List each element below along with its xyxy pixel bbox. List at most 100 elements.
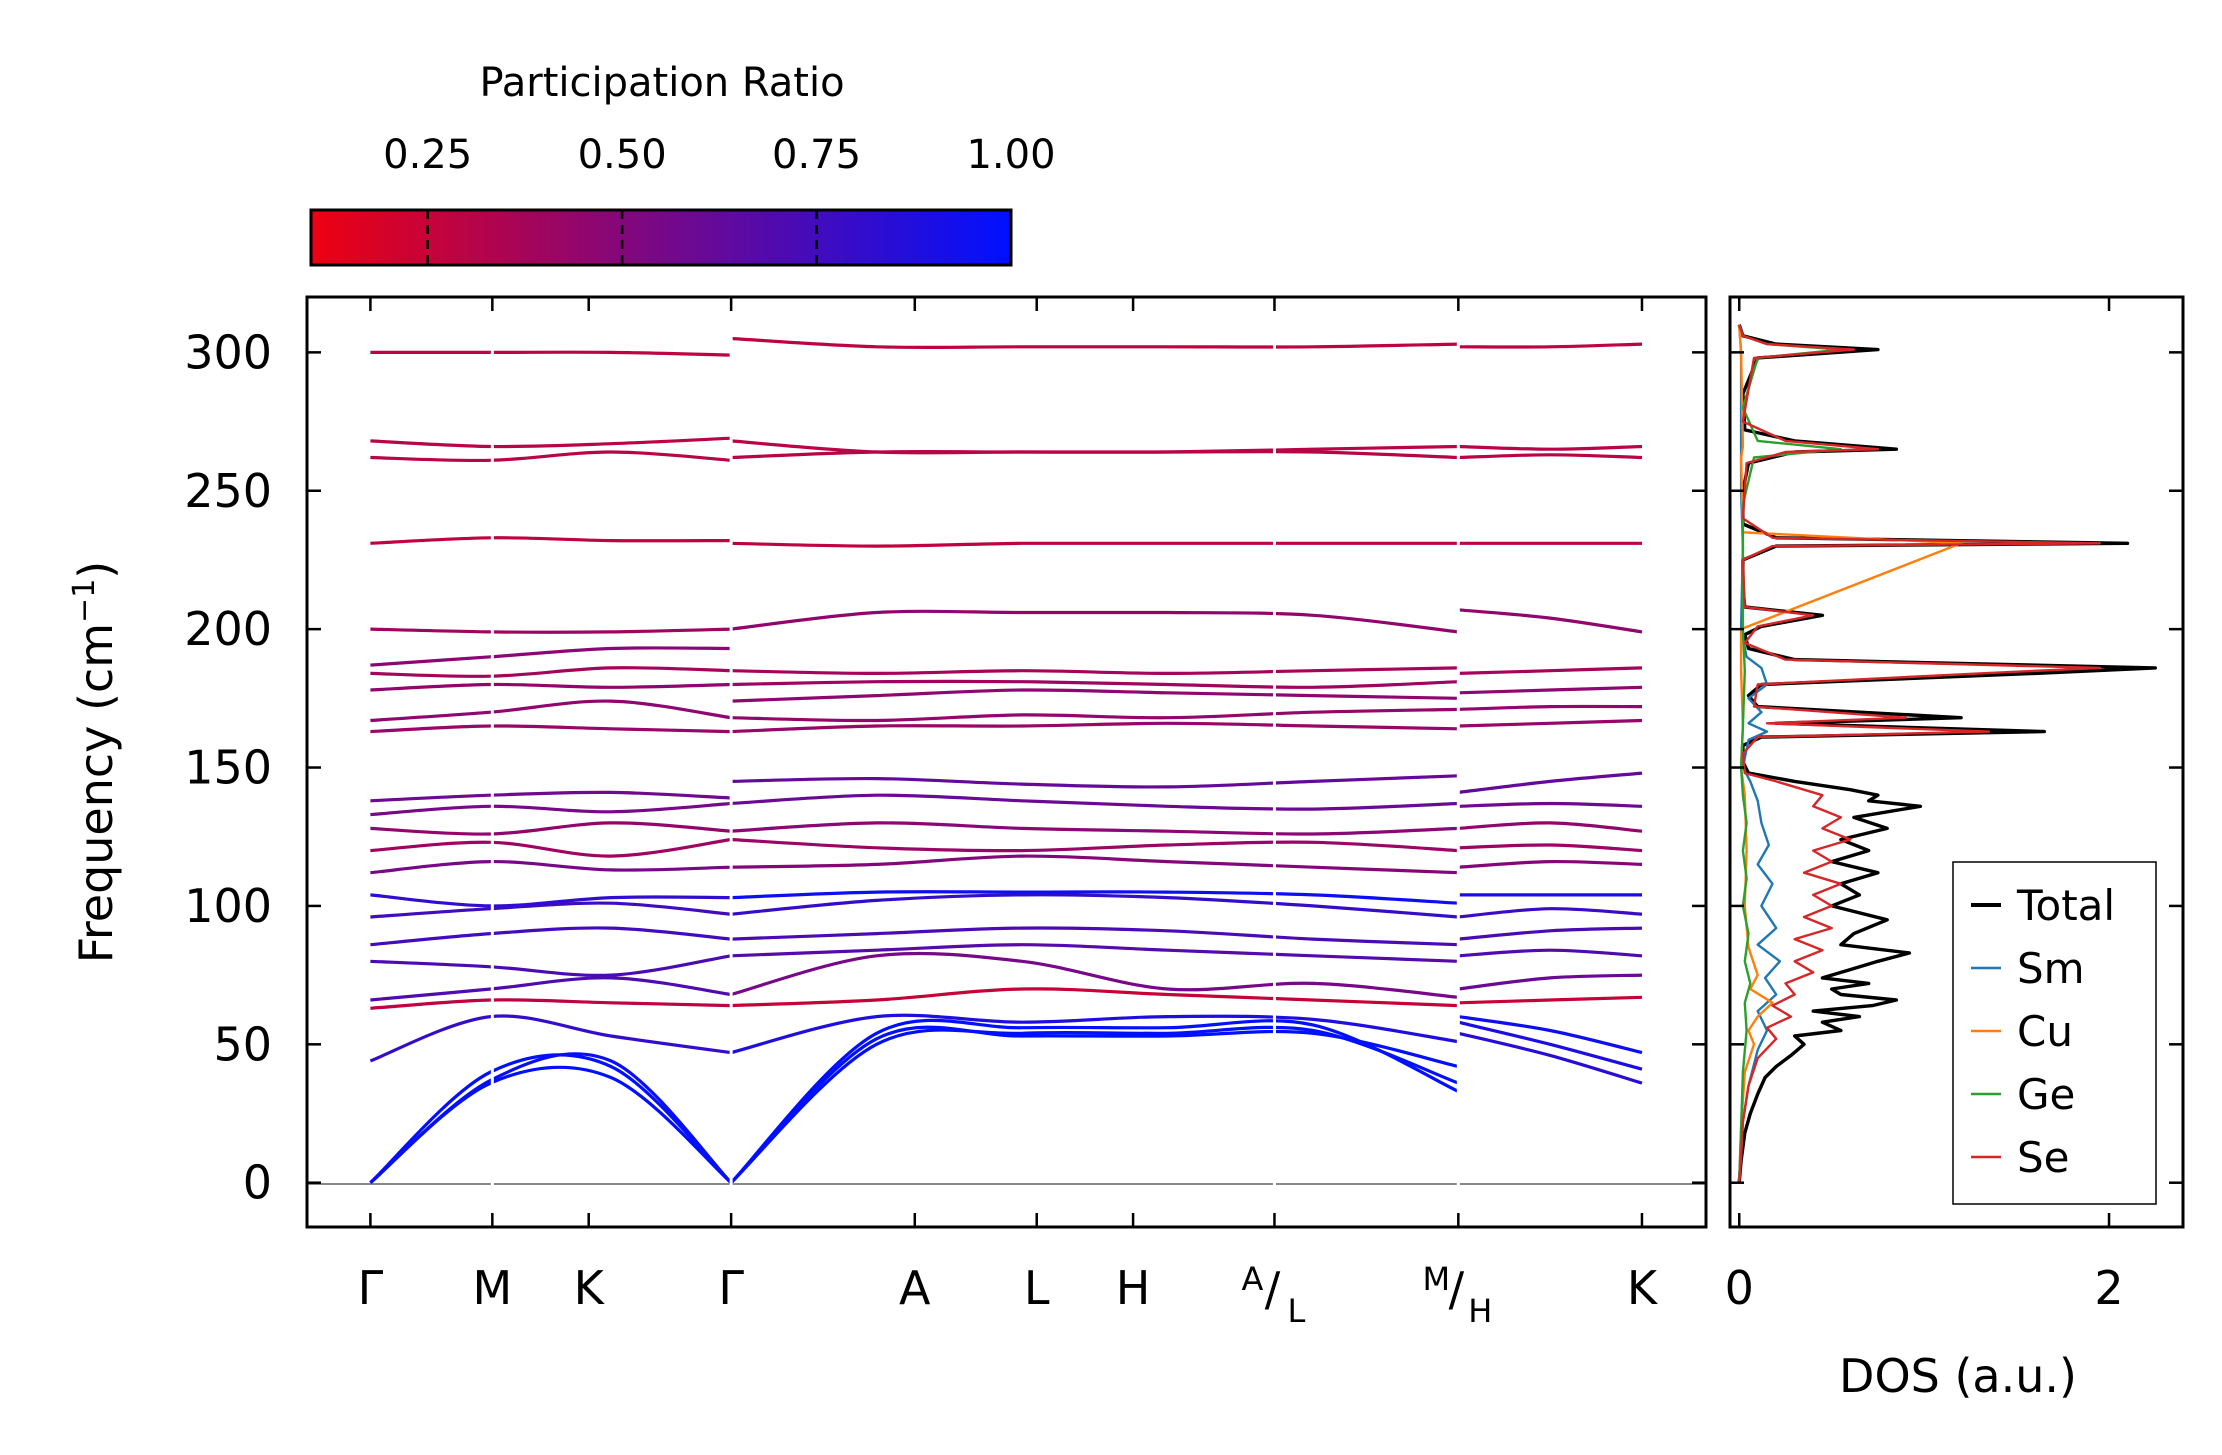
phonon-band	[370, 627, 732, 634]
phonon-band	[1458, 926, 1643, 941]
phonon-band	[1458, 1015, 1643, 1055]
phonon-band	[370, 801, 732, 817]
colorbar-title: Participation Ratio	[479, 60, 844, 106]
segment-breaks	[490, 299, 1460, 1225]
legend-label: Cu	[2017, 1007, 2073, 1056]
phonon-band	[370, 450, 732, 463]
colorbar-tick-label: 0.75	[772, 132, 861, 178]
kpoint-label-top: A	[1242, 1260, 1264, 1298]
phonon-band	[731, 336, 1459, 350]
phonon-band	[731, 926, 1459, 947]
phonon-band	[1458, 948, 1643, 958]
phonon-band	[1458, 995, 1643, 1005]
dos-legend: Total Sm Cu Ge Se	[1952, 861, 2157, 1205]
y-tick-label: 150	[184, 741, 272, 795]
phonon-band	[1458, 821, 1643, 833]
phonon-band	[370, 666, 732, 678]
band-frame	[305, 295, 1708, 1229]
y-axis-title: Frequency (cm−1)	[67, 561, 123, 964]
kpoint-label: K	[1627, 1261, 1659, 1315]
phonon-band	[1458, 453, 1643, 460]
phonon-band	[731, 688, 1459, 703]
kpoint-label: L	[1024, 1261, 1050, 1315]
phonon-band	[1458, 843, 1643, 853]
legend-label: Sm	[2017, 944, 2085, 993]
phonon-band	[1457, 1020, 1643, 1071]
phonon-band	[731, 721, 1459, 734]
phonon-band	[731, 987, 1459, 1008]
dos-line-se	[1738, 324, 2101, 1183]
phonon-band	[731, 774, 1459, 789]
phonon-band	[731, 821, 1459, 836]
phonon-band	[1458, 801, 1643, 808]
phonon-band	[730, 1013, 1459, 1055]
phonon-band	[731, 854, 1459, 875]
phonon-band	[729, 1025, 1459, 1184]
dos-x-axis-title: DOS (a.u.)	[1839, 1349, 2077, 1403]
phonon-band	[729, 1018, 1459, 1184]
phonon-band	[370, 436, 732, 449]
y-tick-label: 250	[184, 464, 272, 518]
legend-label: Ge	[2017, 1070, 2075, 1119]
phonon-band	[369, 1052, 733, 1184]
phonon-band	[370, 350, 732, 357]
phonon-band	[1458, 666, 1643, 675]
kpoint-label-slash: /	[1449, 1262, 1465, 1316]
y-tick-label: 300	[184, 325, 272, 379]
phonon-band	[1458, 907, 1643, 919]
dos-line-total	[1737, 324, 2157, 1183]
colorbar: Participation Ratio 0.25 0.50 0.75 1.00	[309, 60, 1056, 267]
phonon-band	[1458, 608, 1643, 634]
phonon-band	[370, 901, 732, 919]
colorbar-tick-label: 0.50	[578, 132, 667, 178]
y-tick-label: 100	[184, 879, 272, 933]
phonon-band	[1457, 1031, 1643, 1085]
phonon-band	[370, 536, 732, 545]
dos-line-sm	[1738, 324, 1782, 1183]
dos-y-ticks	[1730, 351, 2183, 1184]
phonon-band	[370, 998, 732, 1010]
phonon-band	[730, 609, 1459, 634]
phonon-band	[1458, 342, 1643, 349]
kpoint-label: A / L	[1242, 1260, 1306, 1330]
kpoint-ticks: Γ M K Γ A L H A / LM/H K	[358, 297, 1659, 1330]
frequency-ticks: 0 50 100 150 200 250 300	[184, 325, 1706, 1210]
phonon-band	[731, 707, 1459, 723]
phonon-band	[731, 666, 1459, 675]
phonon-band	[370, 926, 732, 947]
dos-frame	[1728, 295, 2185, 1229]
kpoint-label-top: M	[1423, 1260, 1451, 1298]
phonon-band	[370, 954, 732, 977]
kpoint-label: Γ	[358, 1261, 384, 1315]
phonon-band	[729, 1025, 1459, 1184]
phonon-band	[731, 541, 1459, 548]
colorbar-tick-label: 0.25	[383, 132, 472, 178]
dos-line-cu	[1738, 324, 1963, 1183]
dos-series	[1737, 324, 2157, 1183]
dos-x-tick-label: 2	[2094, 1261, 2123, 1315]
phonon-band	[1458, 859, 1643, 869]
phonon-band	[1458, 973, 1643, 991]
colorbar-tick-label: 1.00	[966, 132, 1055, 178]
kpoint-label: K	[574, 1261, 606, 1315]
colorbar-ticks: 0.25 0.50 0.75 1.00	[383, 132, 1056, 265]
phonon-band	[370, 724, 732, 734]
kpoint-label-bottom: H	[1468, 1292, 1492, 1330]
phonon-band	[369, 1014, 732, 1063]
colorbar-gradient	[309, 208, 1013, 267]
kpoint-label-bottom: L	[1288, 1292, 1306, 1330]
phonon-band	[730, 439, 1459, 455]
phonon-band	[1458, 718, 1643, 728]
phonon-band	[370, 837, 732, 858]
phonon-band	[730, 951, 1459, 999]
legend-label: Total	[2016, 881, 2115, 930]
phonon-band	[370, 682, 732, 692]
phonon-band	[731, 793, 1459, 811]
y-tick-label: 0	[243, 1156, 272, 1210]
phonon-band	[731, 679, 1459, 689]
phonon-band	[1458, 685, 1643, 695]
phonon-band	[730, 893, 1459, 919]
